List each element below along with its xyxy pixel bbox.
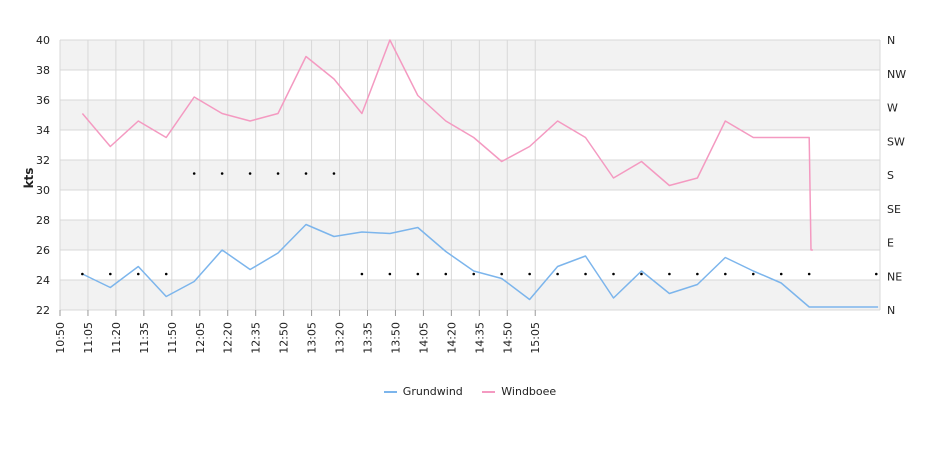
- y2-tick-label: NE: [887, 270, 902, 283]
- direction-marker: [640, 272, 643, 276]
- direction-marker: [528, 272, 531, 276]
- y2-tick-label: SW: [887, 135, 905, 148]
- direction-marker: [444, 272, 448, 276]
- direction-marker: [304, 172, 308, 175]
- y-axis-left: 22 24 26 28 30 32 34 36 38 40: [36, 34, 50, 317]
- direction-marker: [472, 272, 476, 276]
- chart-legend: Grundwind Windboee: [0, 385, 940, 398]
- series-line-windboee: [81, 39, 813, 251]
- y-tick-label: 22: [36, 304, 50, 317]
- legend-item-windboee[interactable]: Windboee: [482, 385, 556, 398]
- direction-markers: [81, 172, 878, 276]
- direction-marker: [696, 272, 699, 276]
- legend-swatch-windboee: [482, 391, 496, 393]
- direction-marker: [388, 272, 392, 276]
- direction-marker: [136, 272, 140, 276]
- plot-band: [60, 160, 880, 190]
- x-tick-label: 10:50: [54, 322, 67, 354]
- direction-marker: [724, 272, 727, 276]
- x-tick-label: 15:05: [529, 322, 542, 354]
- plot-band: [60, 40, 880, 70]
- legend-label-windboee: Windboee: [501, 385, 557, 398]
- x-tick-label: 14:05: [417, 322, 430, 354]
- direction-marker: [612, 272, 615, 276]
- direction-marker: [81, 272, 84, 276]
- y-tick-label: 34: [36, 124, 50, 137]
- direction-marker: [332, 172, 336, 175]
- plot-band: [60, 280, 880, 310]
- x-tick-label: 11:20: [110, 322, 123, 354]
- y-tick-label: 36: [36, 94, 50, 107]
- x-tick-label: 11:50: [166, 322, 179, 354]
- y-tick-label: 40: [36, 34, 50, 47]
- y2-tick-label: N: [887, 304, 895, 317]
- y2-tick-label: S: [887, 169, 894, 182]
- y-axis-label: kts: [22, 168, 36, 189]
- x-tick-label: 13:35: [362, 322, 375, 354]
- x-tick-label: 12:20: [222, 322, 235, 354]
- y-tick-label: 30: [36, 184, 50, 197]
- legend-swatch-grundwind: [383, 391, 397, 393]
- x-tick-label: 13:50: [389, 322, 402, 354]
- y-axis-right-direction: N NE E SE S SW W NW N: [887, 34, 906, 317]
- x-tick-label: 12:50: [278, 322, 291, 354]
- direction-marker: [751, 272, 755, 276]
- y2-tick-label: NW: [887, 68, 906, 81]
- y-tick-label: 38: [36, 64, 50, 77]
- legend-item-grundwind[interactable]: Grundwind: [383, 385, 463, 398]
- direction-marker: [164, 272, 168, 276]
- direction-marker: [192, 172, 196, 175]
- direction-marker: [416, 272, 420, 276]
- x-tick-label: 14:35: [473, 322, 486, 354]
- direction-marker: [874, 272, 878, 276]
- direction-marker: [360, 272, 364, 276]
- y-tick-label: 26: [36, 244, 50, 257]
- plot-band: [60, 220, 880, 250]
- x-tick-label: 14:20: [445, 322, 458, 354]
- x-tick-label: 11:05: [82, 322, 95, 354]
- direction-marker: [500, 272, 503, 276]
- y2-tick-label: E: [887, 237, 894, 250]
- y2-tick-label: W: [887, 102, 898, 115]
- direction-marker: [779, 272, 783, 276]
- x-axis: 10:50 11:05 11:20 11:35 11:50 12:05 12:20 12:35…: [54, 310, 542, 354]
- plot-bands: [60, 40, 880, 310]
- direction-marker: [668, 272, 671, 276]
- x-tick-label: 13:20: [334, 322, 347, 354]
- plot-band: [60, 100, 880, 130]
- y-tick-label: 28: [36, 214, 50, 227]
- y2-tick-label: SE: [887, 203, 901, 216]
- x-tick-label: 11:35: [138, 322, 151, 354]
- direction-marker: [248, 172, 252, 175]
- direction-marker: [276, 172, 280, 175]
- y2-tick-label: N: [887, 34, 895, 47]
- x-tick-label: 12:05: [194, 322, 207, 354]
- legend-label-grundwind: Grundwind: [402, 385, 463, 398]
- x-tick-label: 14:50: [501, 322, 514, 354]
- series-layer: [81, 39, 879, 308]
- grid-lines: [59, 39, 881, 311]
- y-tick-label: 24: [36, 274, 50, 287]
- y-tick-label: 32: [36, 154, 50, 167]
- x-tick-label: 13:05: [306, 322, 319, 354]
- direction-marker: [807, 272, 811, 276]
- direction-marker: [220, 172, 224, 175]
- direction-marker: [584, 272, 587, 276]
- direction-marker: [556, 272, 559, 276]
- series-line-grundwind: [82, 223, 879, 308]
- direction-marker: [109, 272, 112, 276]
- x-tick-label: 12:35: [250, 322, 263, 354]
